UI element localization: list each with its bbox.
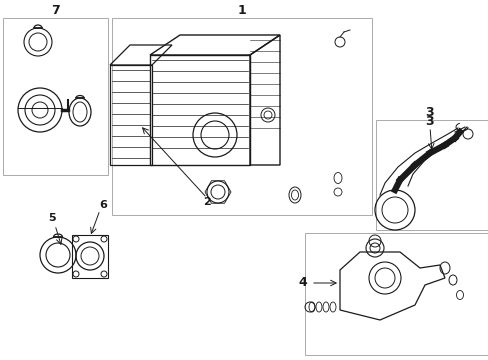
Text: 5: 5 (48, 213, 56, 223)
Text: 3: 3 (425, 116, 433, 129)
Text: 4: 4 (298, 276, 307, 289)
Text: 1: 1 (237, 4, 246, 17)
Bar (3, 18, 108, 175)
Text: 7: 7 (51, 4, 59, 17)
Text: 3: 3 (425, 107, 433, 120)
Bar (305, 233, 488, 355)
Bar (150, 55, 249, 165)
Bar (110, 65, 152, 165)
Text: 6: 6 (99, 200, 107, 210)
Text: 2: 2 (203, 197, 210, 207)
Bar (375, 120, 488, 230)
Bar (112, 18, 371, 215)
Bar (72, 235, 108, 278)
